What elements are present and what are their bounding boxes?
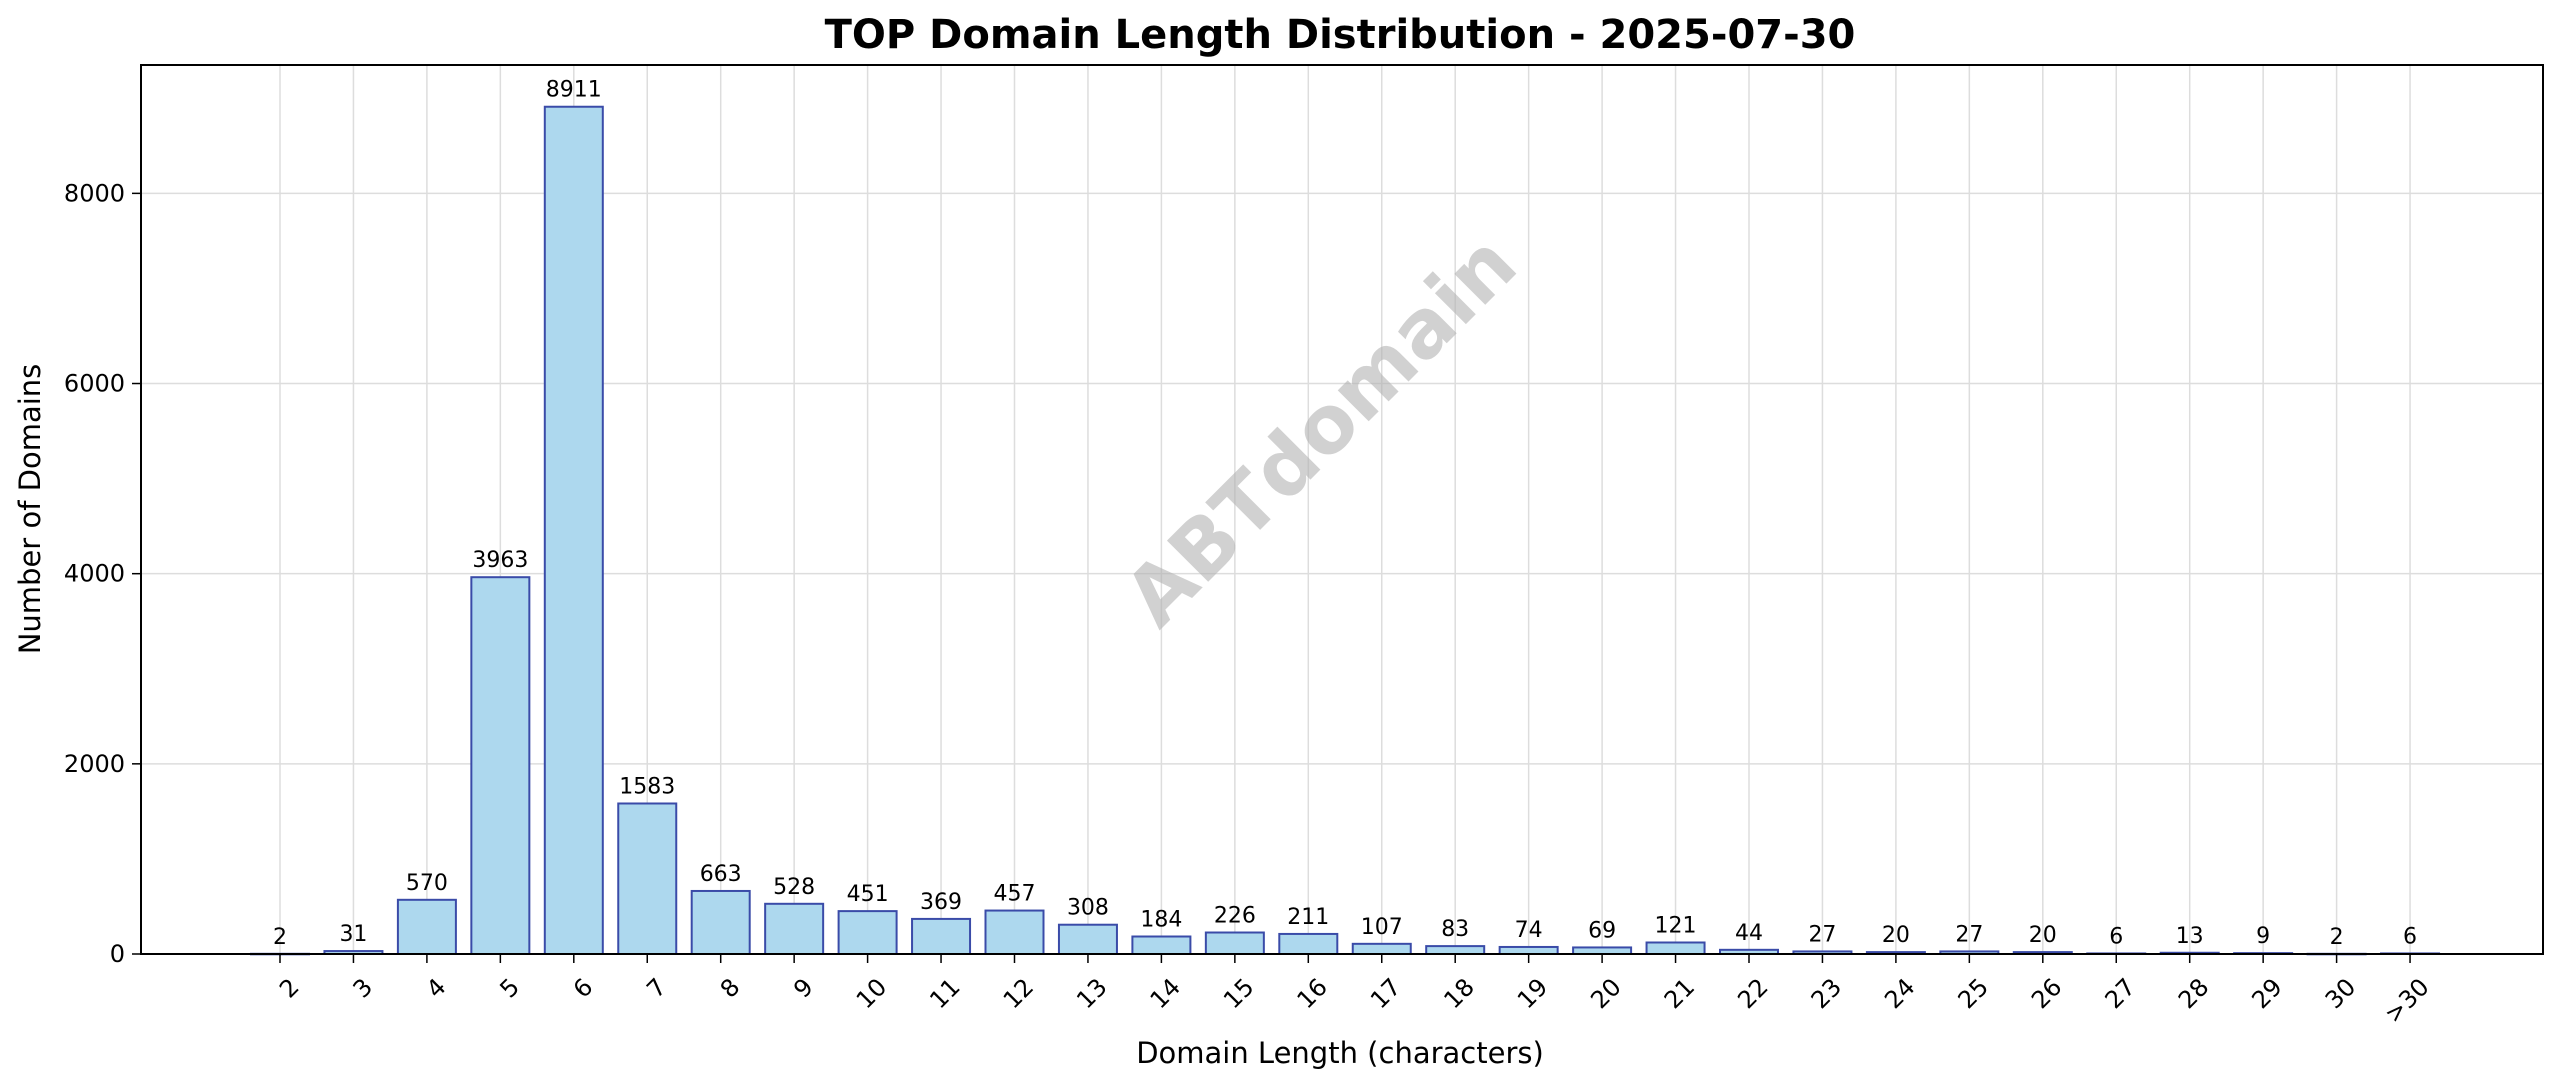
bar-value-label: 184 (1140, 908, 1182, 933)
bar-9 (764, 902, 825, 956)
bar-value-label: 27 (1955, 922, 1983, 947)
bar-value-label: 69 (1588, 918, 1616, 943)
bar-value-label: 121 (1655, 913, 1697, 938)
bar-12 (984, 909, 1045, 955)
bar-value-label: 1583 (619, 774, 675, 799)
chart-title: TOP Domain Length Distribution - 2025-07… (825, 12, 1856, 58)
y-axis-ticks: 0 2000 4000 6000 8000 (64, 179, 141, 968)
bar-value-label: 457 (994, 882, 1036, 907)
bar-19 (1498, 945, 1559, 955)
bar-value-label: 226 (1214, 904, 1256, 929)
bar-14 (1131, 935, 1192, 956)
y-axis-label: Number of Domains (13, 364, 47, 655)
bar-21 (1645, 941, 1706, 956)
bar-value-label: 6 (2403, 924, 2417, 949)
bar-18 (1425, 945, 1486, 955)
bar-value-label: 211 (1287, 905, 1329, 930)
bar-value-label: 6 (2109, 924, 2123, 949)
bar-15 (1204, 931, 1265, 956)
bar-value-label: 31 (339, 922, 367, 947)
bar-value-label: 308 (1067, 896, 1109, 921)
bar-value-label: 13 (2176, 924, 2204, 949)
bar-value-label: 570 (406, 871, 448, 896)
bar-value-label: 451 (847, 882, 889, 907)
y-tick-label: 2000 (64, 750, 125, 778)
bar-value-label: 2 (2330, 925, 2344, 950)
bar-5 (470, 576, 531, 955)
bar-10 (837, 910, 898, 956)
bar-11 (911, 917, 972, 956)
bar-value-label: 8911 (546, 78, 602, 103)
data-labels: 2 31 570 3963 8911 1583 663 528 451 369 457 308 184 2… (273, 78, 2417, 950)
plot-frame (140, 64, 2544, 955)
bar-value-label: 2 (273, 925, 287, 950)
bar-4 (396, 898, 457, 955)
bar-value-label: 20 (2029, 923, 2057, 948)
bar-value-label: 528 (773, 875, 815, 900)
bar-value-label: 369 (920, 890, 962, 915)
bar-17 (1351, 942, 1412, 955)
bar-value-label: 27 (1808, 922, 1836, 947)
bar-value-label: 83 (1441, 917, 1469, 942)
bar-8 (690, 889, 751, 955)
y-tick-label: 4000 (64, 560, 125, 588)
bar-7 (617, 802, 678, 956)
bar-value-label: 663 (700, 862, 742, 887)
bar-6 (543, 105, 604, 955)
bar-value-label: 20 (1882, 923, 1910, 948)
y-tick-label: 8000 (64, 179, 125, 207)
y-tick-label: 6000 (64, 370, 125, 398)
x-axis-label: Domain Length (characters) (1136, 1036, 1544, 1070)
bar-value-label: 74 (1515, 918, 1543, 943)
bar-16 (1278, 932, 1339, 955)
bar-value-label: 44 (1735, 921, 1763, 946)
bar-value-label: 9 (2256, 924, 2270, 949)
bar-13 (1057, 923, 1118, 955)
bar-value-label: 3963 (472, 548, 528, 573)
y-tick-label: 0 (110, 940, 125, 968)
bars (250, 105, 2441, 956)
bar-value-label: 107 (1361, 915, 1403, 940)
